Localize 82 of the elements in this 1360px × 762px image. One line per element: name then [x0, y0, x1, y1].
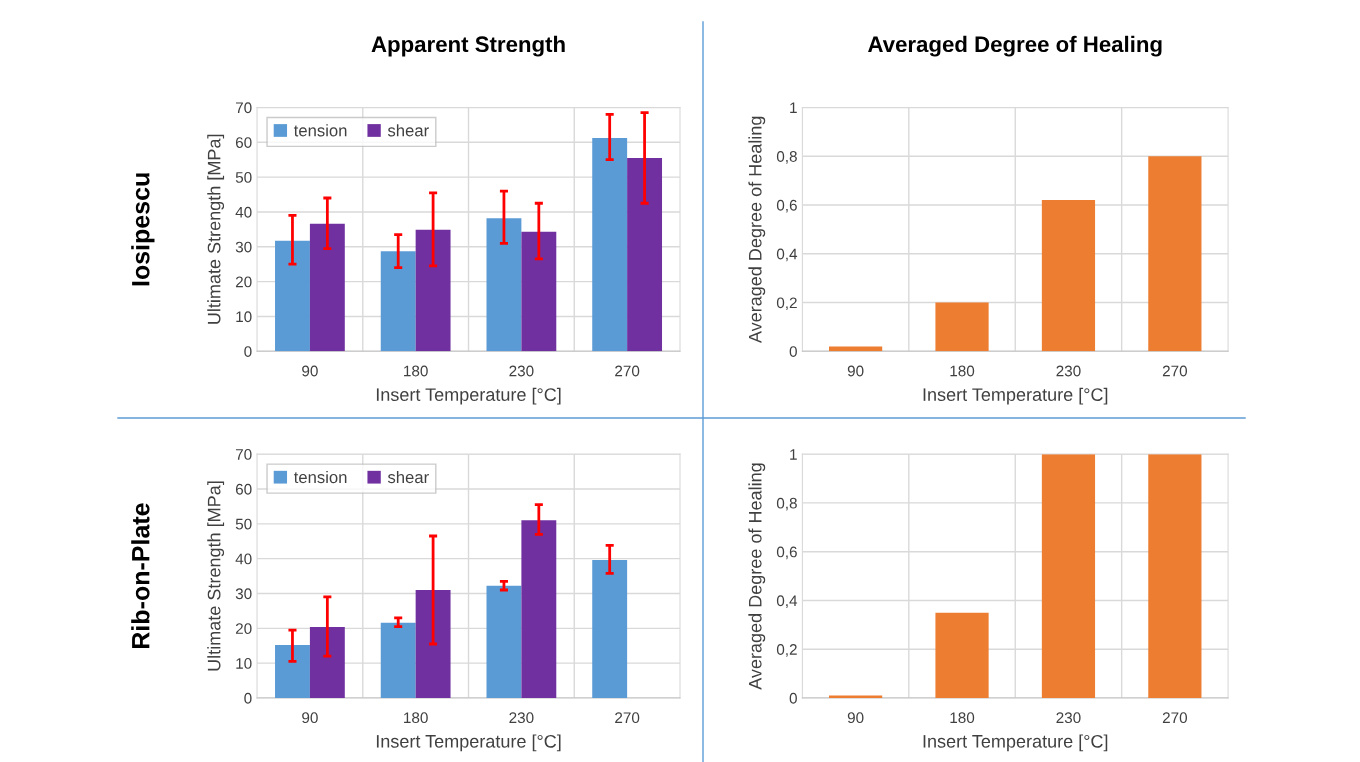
x-tick-label: 230	[509, 712, 534, 724]
bar	[275, 240, 310, 352]
y-tick-label: 30	[235, 241, 252, 253]
y-tick-label: 10	[236, 658, 252, 669]
text: Iosipescu	[131, 173, 155, 286]
x-tick-label: 180	[404, 365, 428, 377]
y-tick-label: 0,4	[776, 248, 798, 262]
y-tick-label: 0	[789, 346, 797, 357]
x-tick-label: 230	[1056, 712, 1081, 724]
y-tick-label: 0	[244, 692, 252, 704]
x-tick-label: 270	[1162, 712, 1188, 724]
bar	[521, 520, 557, 698]
y-tick-label: 0,6	[776, 546, 797, 560]
y-tick-label: 0,4	[776, 595, 798, 608]
y-axis-title: Averaged Degree of Healing	[748, 463, 766, 690]
y-tick-label: 0,8	[776, 151, 797, 164]
y-tick-label: 1	[790, 102, 797, 113]
x-tick-label: 90	[847, 712, 864, 724]
x-tick-label: 180	[950, 712, 975, 724]
x-axis-title: Insert Temperature [°C]	[376, 387, 561, 405]
y-tick-label: 0,2	[776, 297, 797, 310]
y-tick-label: 0,6	[776, 199, 797, 213]
x-tick-label: 180	[404, 712, 428, 724]
x-tick-label: 270	[615, 365, 640, 377]
y-axis-title: Averaged Degree of Healing	[748, 116, 766, 344]
bar	[380, 251, 416, 352]
legend-label: shear	[387, 470, 429, 484]
y-axis-title: Ultimate Strength [MPa]	[207, 134, 225, 324]
bar	[627, 157, 663, 352]
bar	[1148, 156, 1202, 352]
bar	[1148, 454, 1202, 698]
y-tick-label: 60	[235, 483, 252, 495]
bar	[1041, 454, 1096, 698]
y-tick-label: 0,2	[776, 644, 797, 657]
y-tick-label: 70	[235, 449, 252, 460]
bar	[935, 612, 989, 698]
x-tick-label: 270	[1162, 365, 1188, 377]
x-tick-label: 230	[1056, 365, 1081, 377]
y-tick-label: 0	[244, 346, 252, 357]
y-tick-label: 40	[235, 553, 252, 565]
y-tick-label: 20	[235, 276, 252, 288]
y-tick-label: 10	[236, 311, 252, 323]
bar	[486, 218, 522, 352]
bar	[521, 231, 557, 352]
y-tick-label: 1	[790, 449, 797, 460]
bar	[1041, 200, 1096, 352]
bar	[829, 346, 883, 352]
x-tick-label: 270	[615, 712, 640, 724]
bar	[486, 585, 522, 698]
bar	[415, 229, 451, 352]
y-tick-label: 60	[235, 137, 252, 148]
y-tick-label: 20	[235, 623, 252, 635]
bar	[935, 302, 989, 352]
x-tick-label: 90	[302, 712, 318, 724]
bar	[592, 560, 628, 698]
x-tick-label: 180	[950, 365, 975, 377]
text: Rib-on-Plate	[131, 503, 150, 648]
x-axis-title: Insert Temperature [°C]	[376, 734, 561, 752]
x-tick-label: 90	[847, 365, 864, 377]
x-axis-title: Insert Temperature [°C]	[923, 387, 1108, 405]
chart-title: Apparent Strength	[371, 35, 565, 57]
legend-label: tension	[293, 470, 347, 484]
bar	[592, 138, 628, 352]
y-tick-label: 50	[235, 171, 252, 183]
y-tick-label: 40	[235, 206, 252, 218]
y-axis-title: Ultimate Strength [MPa]	[207, 481, 225, 671]
y-tick-label: 50	[235, 518, 252, 530]
bar	[275, 645, 310, 698]
y-tick-label: 30	[235, 588, 252, 600]
bar	[415, 590, 451, 698]
x-tick-label: 90	[302, 365, 318, 377]
x-axis-title: Insert Temperature [°C]	[923, 734, 1108, 752]
y-tick-label: 0	[789, 692, 797, 704]
bar	[380, 622, 416, 698]
y-tick-label: 0,8	[776, 497, 797, 511]
y-tick-label: 70	[235, 102, 252, 114]
bar	[309, 626, 345, 698]
legend-label: shear	[387, 124, 429, 137]
chart-title: Averaged Degree of Healing	[868, 35, 1162, 57]
legend-label: tension	[293, 124, 347, 137]
bar	[309, 223, 345, 352]
x-tick-label: 230	[509, 365, 534, 377]
